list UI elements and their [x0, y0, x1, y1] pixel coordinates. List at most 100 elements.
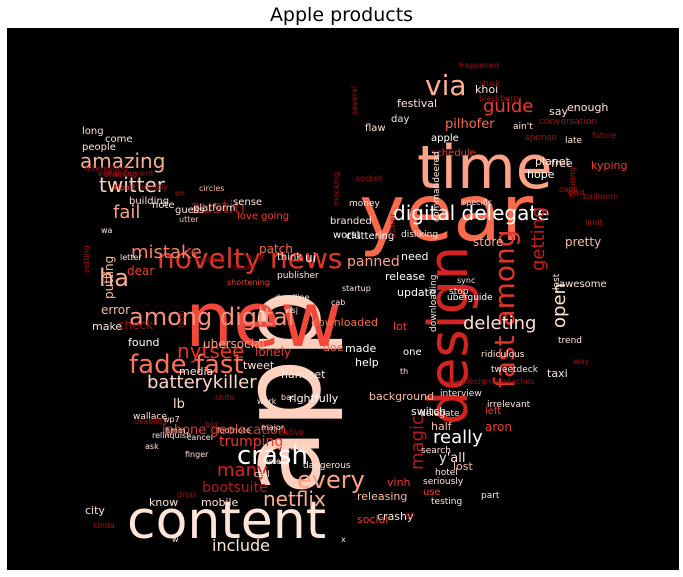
word-lot: lot: [393, 320, 408, 333]
word-sync: sync: [457, 276, 475, 285]
word-trumping: trumping: [219, 434, 283, 450]
word-check: check: [118, 318, 153, 332]
word-note: note: [152, 200, 175, 211]
word-tech: tech: [177, 310, 186, 328]
word-interesting: interesting: [85, 164, 128, 173]
word-wa: wa: [101, 226, 113, 235]
word-shite: shite: [215, 393, 235, 402]
word-made: made: [345, 342, 376, 355]
word-lb: lb: [173, 397, 185, 412]
word-platform: platform: [193, 203, 236, 214]
word-fat: fat: [187, 247, 198, 256]
word-startup: startup: [342, 284, 371, 293]
word-kinda: kinda: [93, 521, 115, 530]
word-blackberry: blackberry: [479, 94, 522, 103]
word-part: part: [481, 491, 500, 501]
word-cab: cab: [331, 298, 345, 307]
word-fast-among: fast among: [488, 229, 521, 388]
word-work: work: [257, 397, 277, 406]
word-time: time: [417, 133, 553, 203]
word-include: include: [212, 536, 270, 555]
word-downloaded: downloaded: [311, 316, 378, 329]
word-design: design: [417, 246, 480, 425]
word-patch: patch: [259, 242, 293, 256]
word-apple: apple: [431, 133, 459, 144]
word-delegate: delegate: [420, 409, 460, 419]
word-via: via: [425, 69, 467, 102]
word-deadline: deadline: [275, 293, 309, 302]
word-rightfully: rightfully: [289, 392, 339, 405]
word-social: social: [357, 513, 388, 526]
word-foster: foster: [261, 457, 285, 466]
word-fade-fast: fade fast: [129, 350, 244, 380]
word-pilhofer: pilhofer: [445, 117, 495, 132]
word-iphone-geolocation: iphone geolocation: [162, 423, 286, 438]
word-ridiculous: ridiculous: [481, 350, 525, 360]
word-ui: ui: [305, 251, 316, 265]
word-sense: sense: [233, 197, 262, 208]
word-oh: oh: [175, 189, 185, 198]
word-socket: socket: [356, 174, 382, 183]
word-twitter: twitter: [99, 173, 166, 197]
word-fail: fail: [113, 202, 140, 223]
word-wsj: wsj: [285, 306, 298, 315]
word-go: go: [405, 510, 415, 519]
word-draining: draining: [104, 170, 137, 179]
word-city: city: [85, 504, 105, 517]
word-causing: causing: [568, 167, 577, 198]
word-crash: crash: [237, 441, 308, 471]
word-open: open: [549, 283, 570, 328]
word-branded: branded: [330, 216, 372, 227]
word-ha: ha: [99, 264, 129, 292]
word-david: david: [233, 263, 255, 272]
word-vinh: vinh: [387, 476, 411, 489]
word-deleting: deleting: [463, 313, 536, 334]
word-dangerous: dangerous: [303, 461, 351, 471]
word-utter: utter: [179, 215, 199, 224]
word-w: w: [172, 535, 179, 544]
word-releasing: releasing: [357, 490, 407, 503]
word-netflix: netflix: [263, 487, 326, 511]
word-relinquish: relinquish: [152, 431, 191, 440]
word-mobile: mobile: [201, 496, 239, 509]
word-footnote: footnote: [217, 426, 251, 435]
word-khoi: khoi: [475, 83, 498, 96]
word-last: last: [552, 273, 562, 290]
word-ubersocial: ubersocial: [203, 337, 265, 351]
word-big: big: [205, 420, 217, 429]
word-call: call: [254, 470, 269, 480]
word-future: future: [592, 131, 616, 140]
word-y-all: y'all: [439, 451, 465, 466]
word-pretty: pretty: [565, 235, 601, 249]
word-cloud-canvas: app new year time content design novelty news a…: [7, 28, 679, 570]
word-downloading: downloading: [429, 275, 439, 332]
word-background: background: [369, 390, 434, 403]
word-cluttering: cluttering: [346, 231, 394, 242]
word-year: year: [359, 169, 534, 259]
word-update: update: [397, 286, 436, 299]
word-need: need: [401, 250, 429, 263]
word-native: native: [279, 428, 304, 437]
word-enhancement: enhancement: [98, 169, 153, 178]
word-finger: finger: [185, 450, 209, 459]
word-th: th: [400, 367, 408, 376]
word-testing: testing: [431, 497, 462, 507]
word-irrelevant: irrelevant: [487, 400, 531, 410]
word-hope: hope: [527, 168, 555, 181]
word-switch: switch: [411, 405, 446, 418]
word-media: media: [179, 365, 213, 378]
word-tweetdeck: tweetdeck: [491, 365, 539, 375]
word-constant: constant: [278, 443, 313, 452]
word-commandeered: commandeered: [432, 151, 442, 222]
word-several: several: [350, 86, 359, 115]
word-think: think: [277, 252, 302, 263]
word-say: say: [549, 105, 568, 118]
word-among-digital: among digital: [129, 303, 294, 331]
word-usability: usability: [134, 417, 168, 426]
word-major: major: [261, 423, 285, 432]
word-built: built: [247, 253, 265, 262]
word-error: error: [101, 303, 130, 317]
word-happened: happened: [459, 61, 499, 70]
word-free: free: [551, 157, 573, 170]
